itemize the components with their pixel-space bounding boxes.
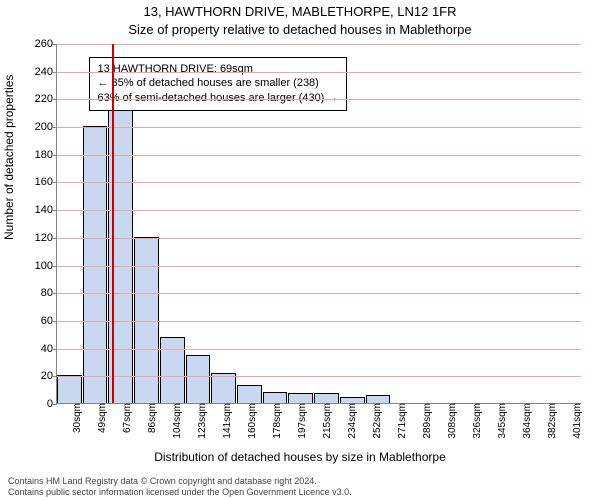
ytick-label: 80: [41, 287, 57, 299]
ytick-label: 240: [35, 66, 57, 78]
xtick-label: 49sqm: [95, 403, 108, 433]
histogram-bar: [237, 385, 262, 403]
chart-title-subtitle: Size of property relative to detached ho…: [0, 22, 600, 37]
xtick-label: 160sqm: [245, 403, 258, 439]
ytick-label: 180: [35, 149, 57, 161]
ytick-label: 120: [35, 232, 57, 244]
x-axis-label: Distribution of detached houses by size …: [0, 450, 600, 464]
ytick-label: 140: [35, 204, 57, 216]
xtick-label: 67sqm: [120, 403, 133, 433]
histogram-bar: [83, 126, 108, 403]
histogram-bar: [314, 393, 339, 403]
gridline: [57, 210, 581, 211]
gridline: [57, 293, 581, 294]
histogram-bar: [160, 337, 185, 403]
histogram-bar: [134, 237, 159, 403]
xtick-label: 197sqm: [295, 403, 308, 439]
xtick-label: 401sqm: [570, 403, 583, 439]
xtick-label: 86sqm: [145, 403, 158, 433]
histogram-bar: [366, 395, 391, 403]
histogram-bar: [288, 393, 313, 403]
histogram-bar: [186, 355, 211, 403]
gridline: [57, 44, 581, 45]
ytick-label: 200: [35, 121, 57, 133]
gridline: [57, 376, 581, 377]
xtick-label: 271sqm: [395, 403, 408, 439]
xtick-label: 252sqm: [370, 403, 383, 439]
footer-line2: Contains public sector information licen…: [8, 487, 352, 498]
gridline: [57, 72, 581, 73]
xtick-label: 123sqm: [195, 403, 208, 439]
property-marker-line: [112, 44, 114, 403]
ytick-label: 100: [35, 260, 57, 272]
xtick-label: 141sqm: [220, 403, 233, 439]
xtick-label: 326sqm: [470, 403, 483, 439]
annotation-line2: ← 35% of detached houses are smaller (23…: [98, 76, 339, 91]
xtick-label: 289sqm: [420, 403, 433, 439]
xtick-label: 178sqm: [270, 403, 283, 439]
ytick-label: 260: [35, 38, 57, 50]
y-axis-label: Number of detached properties: [2, 75, 16, 240]
plot-area: 13 HAWTHORN DRIVE: 69sqm ← 35% of detach…: [56, 44, 581, 404]
xtick-label: 104sqm: [170, 403, 183, 439]
gridline: [57, 238, 581, 239]
histogram-bar: [263, 392, 288, 403]
annotation-box: 13 HAWTHORN DRIVE: 69sqm ← 35% of detach…: [89, 57, 348, 112]
chart-container: 13, HAWTHORN DRIVE, MABLETHORPE, LN12 1F…: [0, 0, 600, 500]
gridline: [57, 349, 581, 350]
xtick-label: 308sqm: [445, 403, 458, 439]
histogram-bar: [57, 375, 82, 403]
xtick-label: 364sqm: [520, 403, 533, 439]
ytick-label: 20: [41, 370, 57, 382]
ytick-label: 60: [41, 315, 57, 327]
footer-attribution: Contains HM Land Registry data © Crown c…: [8, 476, 352, 498]
ytick-label: 220: [35, 93, 57, 105]
ytick-label: 160: [35, 176, 57, 188]
xtick-label: 30sqm: [70, 403, 83, 433]
gridline: [57, 182, 581, 183]
xtick-label: 345sqm: [495, 403, 508, 439]
gridline: [57, 99, 581, 100]
chart-title-address: 13, HAWTHORN DRIVE, MABLETHORPE, LN12 1F…: [0, 4, 600, 19]
xtick-label: 382sqm: [545, 403, 558, 439]
gridline: [57, 266, 581, 267]
xtick-label: 234sqm: [345, 403, 358, 439]
footer-line1: Contains HM Land Registry data © Crown c…: [8, 476, 352, 487]
ytick-label: 40: [41, 343, 57, 355]
annotation-line1: 13 HAWTHORN DRIVE: 69sqm: [98, 62, 339, 77]
gridline: [57, 321, 581, 322]
ytick-label: 0: [47, 398, 57, 410]
xtick-label: 215sqm: [320, 403, 333, 439]
gridline: [57, 155, 581, 156]
gridline: [57, 127, 581, 128]
